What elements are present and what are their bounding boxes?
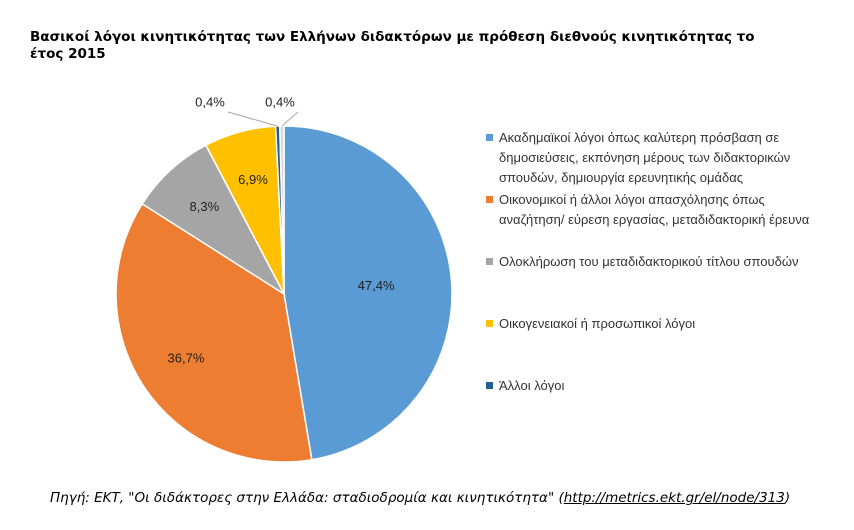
legend-label: Ακαδημαϊκοί λόγοι όπως καλύτερη πρόσβαση…	[499, 130, 791, 185]
legend-label: Οικονομικοί ή άλλοι λόγοι απασχόλησης όπ…	[499, 192, 810, 227]
data-label: 8,3%	[190, 199, 220, 214]
legend-entry: Οικογενειακοί ή προσωπικοί λόγοι	[486, 314, 831, 334]
legend-label: Ολοκλήρωση του μεταδιδακτορικού τίτλου σ…	[499, 254, 799, 269]
source-prefix: Πηγή: ΕΚΤ, "Οι διδάκτορες στην Ελλάδα: σ…	[50, 490, 564, 506]
data-label: 47,4%	[358, 278, 395, 293]
pie-slice	[279, 125, 285, 295]
legend-swatch	[486, 382, 493, 389]
leader-line	[281, 111, 299, 127]
data-label: 6,9%	[238, 172, 268, 187]
legend-swatch	[486, 320, 493, 327]
legend-entry: Ολοκλήρωση του μεταδιδακτορικού τίτλου σ…	[486, 252, 831, 272]
legend-entry: Άλλοι λόγοι	[486, 376, 831, 396]
legend-entry: Οικονομικοί ή άλλοι λόγοι απασχόλησης όπ…	[486, 190, 831, 230]
pie-slice	[115, 202, 313, 463]
data-label: 36,7%	[168, 350, 205, 365]
data-label: 0,4%	[265, 94, 295, 109]
legend-swatch	[486, 196, 493, 203]
legend-swatch	[486, 258, 493, 265]
chart-title: Βασικοί λόγοι κινητικότητας των Ελλήνων …	[30, 29, 755, 62]
pie-slice	[283, 125, 453, 461]
data-label: 0,4%	[195, 94, 225, 109]
legend-label: Άλλοι λόγοι	[499, 378, 565, 393]
pie-slice	[141, 144, 286, 297]
leader-line	[227, 111, 278, 127]
source-suffix: )	[784, 490, 791, 506]
source-link[interactable]: http://metrics.ekt.gr/el/node/313	[563, 490, 785, 506]
legend-label: Οικογενειακοί ή προσωπικοί λόγοι	[499, 316, 696, 331]
source: Πηγή: ΕΚΤ, "Οι διδάκτορες στην Ελλάδα: σ…	[50, 490, 790, 506]
legend-swatch	[486, 134, 493, 141]
legend-entry: Ακαδημαϊκοί λόγοι όπως καλύτερη πρόσβαση…	[486, 128, 831, 188]
